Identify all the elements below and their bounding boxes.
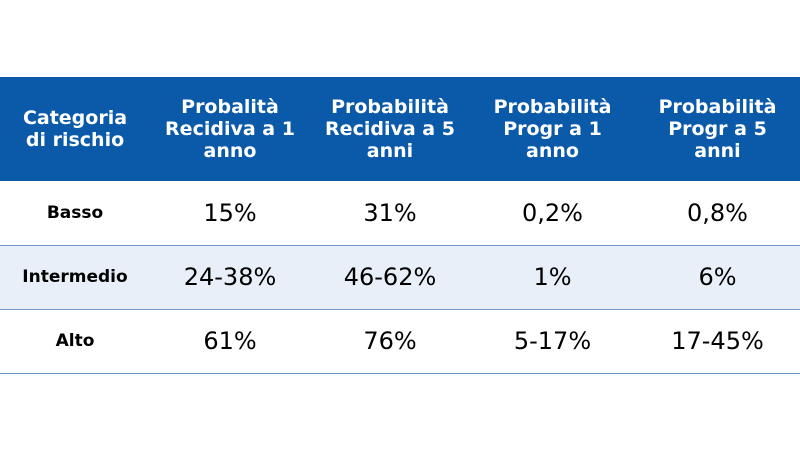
table-cell: 76% <box>310 309 470 374</box>
row-category: Basso <box>0 181 150 246</box>
header-line: anno <box>203 140 257 162</box>
risk-table: Categoria di rischio Probalità Recidiva … <box>0 77 800 374</box>
header-row: Categoria di rischio Probalità Recidiva … <box>0 77 800 181</box>
table-cell: 5-17% <box>470 309 635 374</box>
header-risk-category: Categoria di rischio <box>0 77 150 181</box>
header-progression-5-years: Probabilità Progr a 5 anni <box>635 77 800 181</box>
header-line: Probabilità <box>331 96 449 118</box>
header-line: Recidiva a 5 <box>325 118 455 140</box>
table-cell: 46-62% <box>310 245 470 310</box>
table-cell: 61% <box>150 309 310 374</box>
header-line: Probalità <box>181 96 279 118</box>
table-cell: 0,8% <box>635 181 800 246</box>
row-category: Intermedio <box>0 245 150 310</box>
table-cell: 6% <box>635 245 800 310</box>
header-line: Probabilità <box>658 96 777 118</box>
header-recurrence-5-years: Probabilità Recidiva a 5 anni <box>310 77 470 181</box>
header-recurrence-1-year: Probalità Recidiva a 1 anno <box>150 77 310 181</box>
table-cell: 24-38% <box>150 245 310 310</box>
table-row-basso: Basso 15% 31% 0,2% 0,8% <box>0 181 800 246</box>
table-cell: 17-45% <box>635 309 800 374</box>
header-line: anni <box>366 140 414 162</box>
header-line: Categoria <box>22 107 128 129</box>
table-cell: 15% <box>150 181 310 246</box>
row-category: Alto <box>0 309 150 374</box>
table-row-intermedio: Intermedio 24-38% 46-62% 1% 6% <box>0 245 800 310</box>
header-progression-1-year: Probabilità Progr a 1 anno <box>470 77 635 181</box>
header-line: Progr a 5 <box>668 118 767 140</box>
header-line: Recidiva a 1 <box>165 118 295 140</box>
table-cell: 1% <box>470 245 635 310</box>
table-row-alto: Alto 61% 76% 5-17% 17-45% <box>0 309 800 374</box>
table-cell: 0,2% <box>470 181 635 246</box>
header-line: Progr a 1 <box>503 118 602 140</box>
header-line: di rischio <box>25 129 125 151</box>
header-line: Probabilità <box>493 96 612 118</box>
header-line: anni <box>694 140 741 162</box>
table-cell: 31% <box>310 181 470 246</box>
header-line: anno <box>526 140 579 162</box>
